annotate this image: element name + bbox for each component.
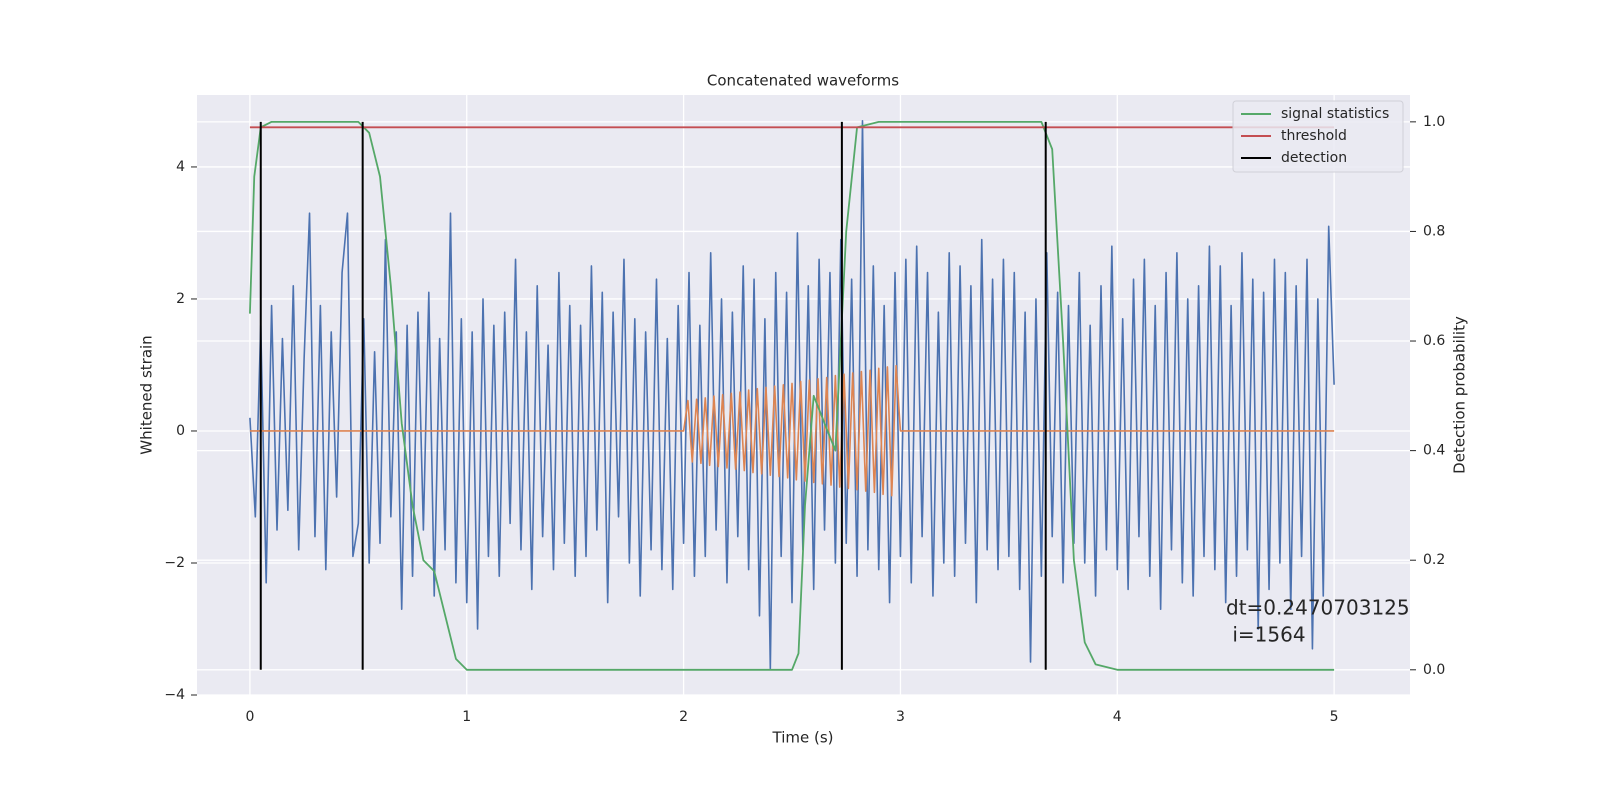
y-axis-label: Whitened strain (138, 335, 156, 454)
x-tick-label: 4 (1113, 709, 1122, 725)
annotation: dt=0.2470703125 (1226, 596, 1410, 620)
y-tick-label: 4 (176, 159, 185, 175)
x-axis-label: Time (s) (772, 729, 834, 747)
legend-label: detection (1281, 150, 1347, 166)
x-tick-label: 3 (896, 709, 905, 725)
y2-tick-label: 0.4 (1423, 443, 1445, 459)
chart-title: Concatenated waveforms (707, 72, 899, 90)
y-tick-label: −2 (164, 555, 185, 571)
y2-tick-label: 0.6 (1423, 333, 1445, 349)
series-line (249, 120, 1335, 671)
waveform-line (249, 364, 1335, 497)
y2-tick-label: 1.0 (1423, 114, 1445, 130)
y-tick-label: −4 (164, 687, 185, 703)
legend-box (1232, 100, 1404, 173)
legend-label: signal statistics (1281, 106, 1389, 122)
x-tick-label: 5 (1330, 709, 1339, 725)
x-tick-label: 2 (679, 709, 688, 725)
y2-tick-label: 0.2 (1423, 552, 1445, 568)
y-tick-label: 0 (176, 423, 185, 439)
annotation: i=1564 (1226, 623, 1306, 647)
y2-tick-label: 0.0 (1423, 662, 1445, 678)
legend-label: threshold (1281, 128, 1347, 144)
waveform-line (249, 119, 1335, 670)
y2-axis-label: Detection probability (1451, 316, 1469, 474)
plot-series (249, 119, 1335, 671)
y2-tick-label: 0.8 (1423, 223, 1445, 239)
y-tick-label: 2 (176, 291, 185, 307)
x-tick-label: 1 (462, 709, 471, 725)
x-tick-label: 0 (245, 709, 254, 725)
